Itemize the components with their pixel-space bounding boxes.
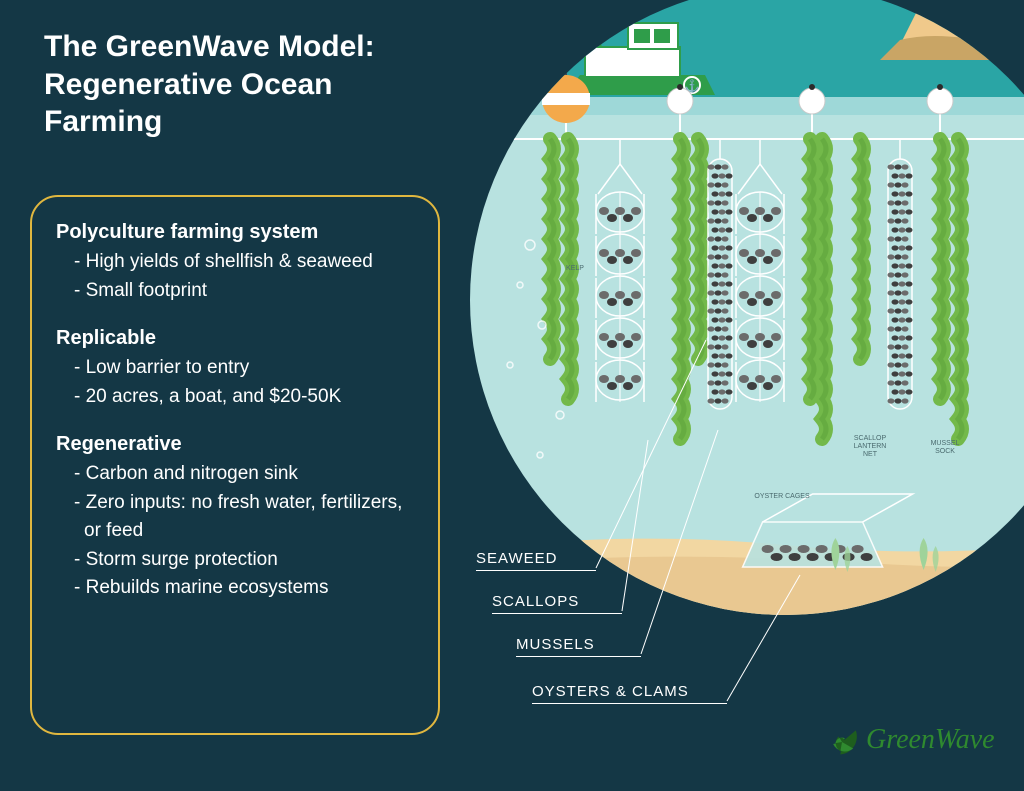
info-bullet: Low barrier to entry bbox=[74, 354, 414, 383]
info-section-list: High yields of shellfish & seaweedSmall … bbox=[56, 248, 414, 305]
brand-logo: GreenWave bbox=[820, 718, 995, 762]
diagram-callout: SCALLOPS bbox=[492, 593, 622, 614]
info-bullet: Small footprint bbox=[74, 277, 414, 306]
info-bullet: Storm surge protection bbox=[74, 546, 414, 575]
info-section-heading: Polyculture farming system bbox=[56, 221, 414, 244]
brand-shell-icon bbox=[820, 718, 864, 762]
info-bullet: High yields of shellfish & seaweed bbox=[74, 248, 414, 277]
info-panel: Polyculture farming system High yields of… bbox=[30, 195, 440, 735]
info-bullet: Rebuilds marine ecosystems bbox=[74, 574, 414, 603]
brand-text: GreenWave bbox=[866, 724, 995, 756]
info-section-heading: Replicable bbox=[56, 327, 414, 350]
ocean-diagram: ⚓KELPSCALLOPLANTERNNETMUSSELSOCKOYSTER C… bbox=[470, 0, 1024, 615]
page-title: The GreenWave Model: Regenerative Ocean … bbox=[44, 28, 375, 141]
svg-text:OYSTER CAGES: OYSTER CAGES bbox=[754, 493, 810, 500]
diagram-callout: SEAWEED bbox=[476, 550, 596, 571]
diagram-callout: MUSSELS bbox=[516, 636, 641, 657]
info-bullet: Zero inputs: no fresh water, fertilizers… bbox=[74, 489, 414, 546]
info-section-list: Low barrier to entry20 acres, a boat, an… bbox=[56, 354, 414, 411]
infographic-stage: The GreenWave Model: Regenerative Ocean … bbox=[0, 0, 1024, 791]
info-bullet: Carbon and nitrogen sink bbox=[74, 460, 414, 489]
info-section-heading: Regenerative bbox=[56, 433, 414, 456]
info-bullet: 20 acres, a boat, and $20-50K bbox=[74, 383, 414, 412]
svg-text:KELP: KELP bbox=[566, 265, 584, 272]
info-section-list: Carbon and nitrogen sinkZero inputs: no … bbox=[56, 460, 414, 603]
diagram-callout: OYSTERS & CLAMS bbox=[532, 683, 727, 704]
